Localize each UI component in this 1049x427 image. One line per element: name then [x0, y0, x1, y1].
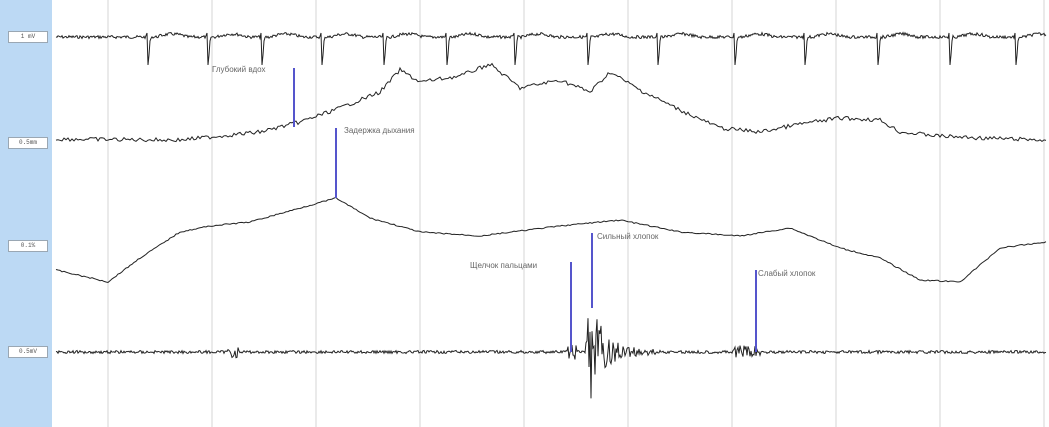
channel-label-emg[interactable]: 0.5mV	[8, 346, 48, 358]
channel-label-ecg[interactable]: 1 mV	[8, 31, 48, 43]
event-markers: Глубокий вдох Задержка дыхания Щелчок паль…	[212, 65, 816, 352]
recording-plot: Глубокий вдох Задержка дыхания Щелчок паль…	[55, 0, 1047, 427]
event-marker-label: Щелчок пальцами	[470, 261, 537, 270]
event-marker-label: Слабый хлопок	[758, 269, 816, 278]
grid-lines	[107, 0, 1045, 427]
series-emg	[55, 318, 1047, 399]
channel-label-smooth[interactable]: 0.1%	[8, 240, 48, 252]
series-channel-3	[55, 196, 1047, 284]
event-marker-label: Задержка дыхания	[344, 126, 415, 135]
series-ecg	[55, 31, 1047, 66]
event-marker-label: Сильный хлопок	[597, 232, 659, 241]
channel-label-resp[interactable]: 0.5mm	[8, 137, 48, 149]
channel-sidebar: 1 mV 0.5mm 0.1% 0.5mV	[0, 0, 52, 427]
traces	[55, 31, 1047, 399]
event-marker-label: Глубокий вдох	[212, 65, 266, 74]
series-respiration	[55, 62, 1047, 143]
